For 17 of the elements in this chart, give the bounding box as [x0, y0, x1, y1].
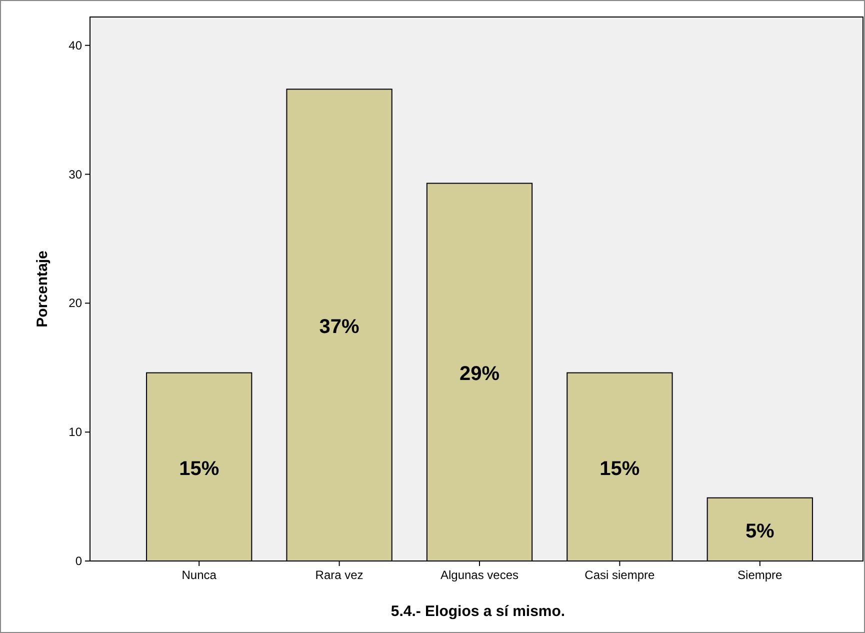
x-tick-label: Siempre: [738, 568, 783, 582]
data-label: 29%: [459, 363, 500, 386]
y-tick-label: 30: [68, 167, 82, 182]
x-tick-label: Casi siempre: [584, 568, 656, 582]
data-label: 37%: [319, 316, 360, 338]
data-label: 15%: [600, 458, 640, 480]
data-label: 5%: [745, 520, 775, 542]
x-tick-label: Nunca: [182, 568, 217, 582]
y-tick-label: 40: [68, 38, 82, 52]
y-tick-label: 10: [68, 425, 82, 440]
data-label: 15%: [179, 458, 220, 480]
y-tick-label: 0: [75, 554, 82, 568]
x-axis-title: 5.4.- Elogios a sí mismo.: [390, 603, 566, 620]
y-tick-label: 20: [68, 296, 82, 310]
x-tick-label: Rara vez: [315, 568, 364, 582]
y-axis-title: Porcentaje: [34, 250, 51, 328]
x-tick-label: Algunas veces: [440, 568, 519, 582]
